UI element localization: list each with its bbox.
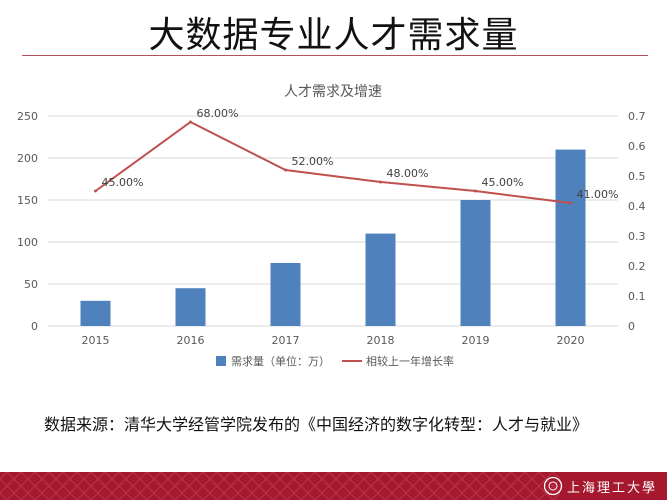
y-left-tick-label: 50 bbox=[24, 278, 38, 291]
bar bbox=[365, 233, 396, 326]
line-data-label: 68.00% bbox=[197, 107, 239, 120]
line-data-label: 48.00% bbox=[387, 167, 429, 180]
data-source-note: 数据来源：清华大学经管学院发布的《中国经济的数字化转型：人才与就业》 bbox=[44, 415, 589, 434]
y-right-tick-label: 0.7 bbox=[628, 110, 646, 123]
line-point bbox=[94, 189, 97, 193]
x-tick-label: 2020 bbox=[557, 334, 585, 347]
y-left-tick-label: 200 bbox=[17, 152, 38, 165]
y-right-tick-label: 0.3 bbox=[628, 230, 646, 243]
chart-title: 人才需求及增速 bbox=[284, 84, 382, 100]
line-point bbox=[379, 180, 382, 184]
line-data-label: 45.00% bbox=[102, 176, 144, 189]
x-tick-label: 2018 bbox=[367, 334, 395, 347]
y-left-tick-label: 250 bbox=[17, 110, 38, 123]
legend-bar-swatch bbox=[216, 356, 226, 366]
x-tick-label: 2019 bbox=[462, 334, 490, 347]
bar bbox=[80, 300, 111, 326]
y-left-tick-label: 150 bbox=[17, 194, 38, 207]
y-right-tick-label: 0.5 bbox=[628, 170, 646, 183]
line-point bbox=[284, 168, 287, 172]
line-point bbox=[189, 120, 192, 124]
university-logo-text: 上海理工大學 bbox=[566, 480, 657, 496]
x-tick-label: 2016 bbox=[177, 334, 205, 347]
growth-rate-line bbox=[94, 120, 571, 204]
legend-bar-label: 需求量（单位：万） bbox=[231, 354, 330, 368]
footer-pattern bbox=[0, 472, 560, 500]
bar bbox=[270, 263, 301, 326]
line-data-label: 45.00% bbox=[482, 176, 524, 189]
university-emblem-icon bbox=[543, 476, 563, 496]
legend-line-label: 相较上一年增长率 bbox=[366, 354, 454, 368]
line-point bbox=[474, 189, 477, 193]
y-right-tick-label: 0.4 bbox=[628, 200, 646, 213]
line-data-label: 52.00% bbox=[292, 155, 334, 168]
combo-chart: 人才需求及增速 0 50 100 150 200 250 0 0.1 0.2 0.3 0.4 0.5 0.… bbox=[17, 84, 646, 368]
x-tick-label: 2017 bbox=[272, 334, 300, 347]
title-divider bbox=[22, 55, 648, 56]
y-right-tick-label: 0.2 bbox=[628, 260, 646, 273]
y-right-tick-label: 0.1 bbox=[628, 290, 646, 303]
y-right-tick-label: 0 bbox=[628, 320, 635, 333]
bar bbox=[460, 200, 491, 326]
y-left-tick-label: 0 bbox=[31, 320, 38, 333]
line-point bbox=[569, 201, 572, 205]
y-right-tick-label: 0.6 bbox=[628, 140, 646, 153]
line-data-label: 41.00% bbox=[577, 188, 619, 201]
university-logo: 上海理工大學 bbox=[543, 475, 657, 497]
bar bbox=[175, 288, 206, 326]
x-tick-label: 2015 bbox=[82, 334, 110, 347]
slide-title: 大数据专业人才需求量 bbox=[148, 15, 519, 56]
footer-bar: 上海理工大學 bbox=[0, 472, 667, 500]
y-left-tick-label: 100 bbox=[17, 236, 38, 249]
bar bbox=[555, 149, 586, 326]
